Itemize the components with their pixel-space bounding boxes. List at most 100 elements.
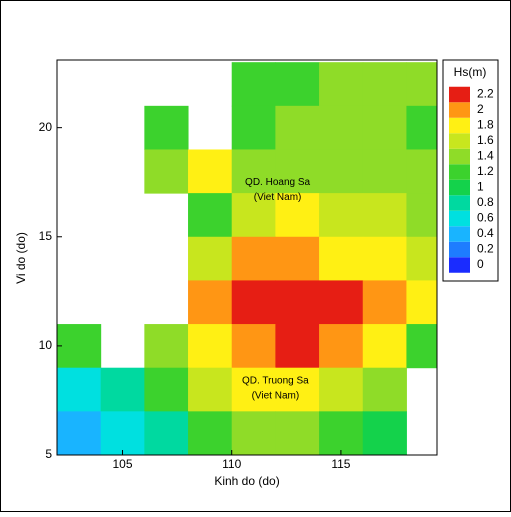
wave-cell [231,324,276,369]
wave-field [57,62,437,455]
wave-cell [188,280,233,325]
wave-cell [144,105,189,150]
wave-cell [144,149,189,194]
wave-cell [406,193,437,238]
wave-cell [231,105,276,150]
x-tick-label: 115 [331,457,350,471]
wave-cell [188,324,233,369]
wave-cell [319,411,364,455]
wave-cell [362,105,407,150]
colorbar-label: 1.4 [477,149,494,163]
colorbar-swatch [449,86,470,103]
wave-cell [362,236,407,281]
colorbar-swatch [449,210,470,227]
colorbar-swatch [449,102,470,118]
wave-cell [275,105,320,150]
colorbar-label: 0.2 [477,242,494,256]
wave-cell [144,411,189,455]
wave-cell [362,149,407,194]
wave-cell [57,411,102,455]
x-tick-label: 110 [222,457,241,471]
colorbar-label: 0.4 [477,226,494,240]
wave-cell [188,411,233,455]
colorbar-label: 2 [477,102,484,116]
wave-cell [406,62,437,107]
y-tick-label: 10 [39,338,53,352]
wave-cell [362,367,407,412]
colorbar-swatch [449,179,470,196]
wave-cell [406,236,437,281]
wave-cell [319,193,364,238]
wave-cell [362,411,407,455]
y-tick-label: 15 [39,229,53,243]
colorbar-swatch [449,164,470,180]
wave-cell [275,324,320,369]
wave-cell [319,62,364,107]
wave-cell [319,280,364,325]
colorbar-label: 2.2 [477,87,494,101]
wave-cell [57,324,102,369]
wave-cell [231,62,276,107]
wave-cell [319,149,364,194]
x-axis-label: Kinh do (do) [214,474,279,488]
wave-cell [188,367,233,412]
wave-cell [231,236,276,281]
wave-cell [406,280,437,325]
wave-cell [275,193,320,238]
wave-cell [362,280,407,325]
colorbar-label: 1 [477,180,484,194]
colorbar-swatch [449,148,470,165]
wave-cell [319,105,364,150]
colorbar-swatch [449,133,470,149]
wave-cell [362,193,407,238]
annotation: (Viet Nam) [252,391,300,402]
wave-cell [231,280,276,325]
wave-cell [231,149,276,194]
wave-cell [362,62,407,107]
wave-cell [319,324,364,369]
colorbar-label: 0.6 [477,211,494,225]
wave-cell [275,236,320,281]
plot-frame [56,59,438,456]
wave-cell [144,324,189,369]
colorbar-label: 0 [477,257,484,271]
wave-cell [231,367,276,412]
colorbar-label: 1.8 [477,118,494,132]
colorbar-swatch [449,117,470,134]
colorbar-swatch [449,241,470,258]
wave-cell [188,236,233,281]
wave-cell [406,105,437,150]
colorbar-label: 1.6 [477,133,494,147]
wave-cell [406,324,437,369]
annotation: (Viet Nam) [254,192,302,203]
wave-cell [188,193,233,238]
wave-cell [231,193,276,238]
wave-cell [275,280,320,325]
colorbar-swatch [449,195,470,211]
annotation: QD. Hoang Sa [245,177,310,188]
wave-cell [275,149,320,194]
wave-cell [275,411,320,455]
wave-cell [57,367,102,412]
annotation: QD. Truong Sa [242,375,309,386]
colorbar-label: 1.2 [477,164,494,178]
wave-cell [100,411,145,455]
wave-cell [144,367,189,412]
wave-cell [188,149,233,194]
colorbar-swatch [449,257,470,273]
colorbar-title: Hs(m) [454,65,487,79]
wave-cell [319,367,364,412]
wave-cell [319,236,364,281]
wave-cell [406,149,437,194]
y-tick-label: 20 [39,120,53,134]
wave-cell [275,62,320,107]
x-tick-label: 105 [113,457,133,471]
wave-cell [275,367,320,412]
colorbar-label: 0.8 [477,195,494,209]
wave-cell [100,367,145,412]
wave-cell [231,411,276,455]
y-tick-label: 5 [45,447,52,461]
colorbar-swatch [449,226,470,242]
wave-cell [362,324,407,369]
